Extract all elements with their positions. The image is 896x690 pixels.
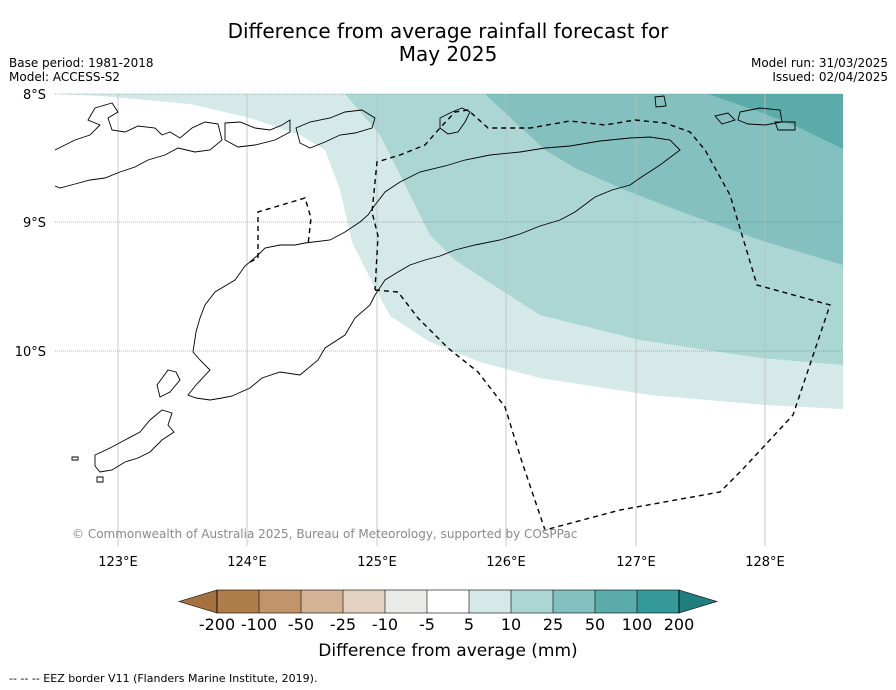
lat-label-9s: 9°S <box>23 216 46 231</box>
colorbar-tick-label: -25 <box>330 615 356 634</box>
colorbar-ticks: -200 -100 -50 -25 -10 -5 5 10 25 50 100 200 <box>199 590 694 634</box>
colorbar-swatch <box>511 590 553 613</box>
coastline-rote <box>156 369 181 398</box>
colorbar-swatches <box>177 589 719 614</box>
colorbar-tick-label: -100 <box>241 615 277 634</box>
colorbar-tick-label: 200 <box>664 615 695 634</box>
model-name: Model: ACCESS-S2 <box>9 70 121 84</box>
graticule <box>55 93 843 352</box>
colorbar-tick-label: 25 <box>543 615 563 634</box>
colorbar-swatch <box>637 590 679 613</box>
lon-label-123e: 123°E <box>98 555 138 570</box>
coastline-alor <box>224 119 291 148</box>
meridians <box>117 94 766 546</box>
colorbar-title: Difference from average (mm) <box>318 641 578 661</box>
map: 8°S 9°S 10°S 123°E 124°E 125°E 126°E 127… <box>15 88 843 570</box>
coastline-islet-1 <box>654 95 667 108</box>
colorbar-swatch <box>553 590 595 613</box>
colorbar-extend-high <box>678 589 719 614</box>
chart-title: Difference from average rainfall forecas… <box>0 20 896 66</box>
eez-main <box>371 109 831 531</box>
region-50-to-100 <box>708 94 843 149</box>
coastline-islet-6 <box>96 476 104 483</box>
colorbar-swatch <box>343 590 385 613</box>
colorbar: -200 -100 -50 -25 -10 -5 5 10 25 50 100 200 <box>177 589 719 634</box>
coastline-islet-4 <box>774 121 796 131</box>
issued-date: Issued: 02/04/2025 <box>772 70 888 84</box>
lat-label-8s: 8°S <box>23 88 46 103</box>
colorbar-tick-label: -50 <box>288 615 314 634</box>
coastlines <box>54 95 796 483</box>
title-line-1: Difference from average rainfall forecas… <box>227 19 669 43</box>
colorbar-swatch <box>385 590 427 613</box>
colorbar-swatch <box>301 590 343 613</box>
colorbar-tick-label: 10 <box>501 615 521 634</box>
coastline-wetar <box>295 109 376 149</box>
colorbar-swatch <box>469 590 511 613</box>
colorbar-swatch <box>427 590 469 613</box>
colorbar-tick-label: -5 <box>419 615 435 634</box>
lon-label-128e: 128°E <box>745 555 785 570</box>
meta-left: Base period: 1981-2018 Model: ACCESS-S2 <box>9 56 154 84</box>
coastline-timor <box>187 136 681 401</box>
title-line-2: May 2025 <box>398 42 498 66</box>
coastline-sawu-ndao <box>94 409 175 473</box>
eez-oecusse <box>249 197 312 263</box>
coastline-atauro <box>439 107 471 135</box>
eez-footnote: -- -- -- EEZ border V11 (Flanders Marine… <box>9 672 318 685</box>
colorbar-tick-label: 5 <box>464 615 474 634</box>
copyright-notice: © Commonwealth of Australia 2025, Bureau… <box>72 527 578 541</box>
eez-border <box>249 109 831 531</box>
colorbar-tick-label: 100 <box>622 615 653 634</box>
coastline-islet-2 <box>714 112 736 125</box>
coastline-flores-east <box>54 102 223 189</box>
model-run: Model run: 31/03/2025 <box>750 56 888 70</box>
colorbar-extend-low <box>177 589 218 614</box>
colorbar-tick-label: -10 <box>372 615 398 634</box>
colorbar-tick-label: 50 <box>585 615 605 634</box>
lon-label-127e: 127°E <box>616 555 656 570</box>
lon-label-124e: 124°E <box>227 555 267 570</box>
base-period: Base period: 1981-2018 <box>9 56 154 70</box>
colorbar-tick-label: -200 <box>199 615 235 634</box>
colorbar-swatch <box>217 590 259 613</box>
lon-label-126e: 126°E <box>486 555 526 570</box>
lon-label-125e: 125°E <box>357 555 397 570</box>
colorbar-swatch <box>259 590 301 613</box>
coastline-islet-3 <box>737 107 783 126</box>
lat-label-10s: 10°S <box>15 345 46 360</box>
coastline-islet-5 <box>71 456 79 461</box>
meta-right: Model run: 31/03/2025 Issued: 02/04/2025 <box>751 56 888 84</box>
colorbar-swatch <box>595 590 637 613</box>
